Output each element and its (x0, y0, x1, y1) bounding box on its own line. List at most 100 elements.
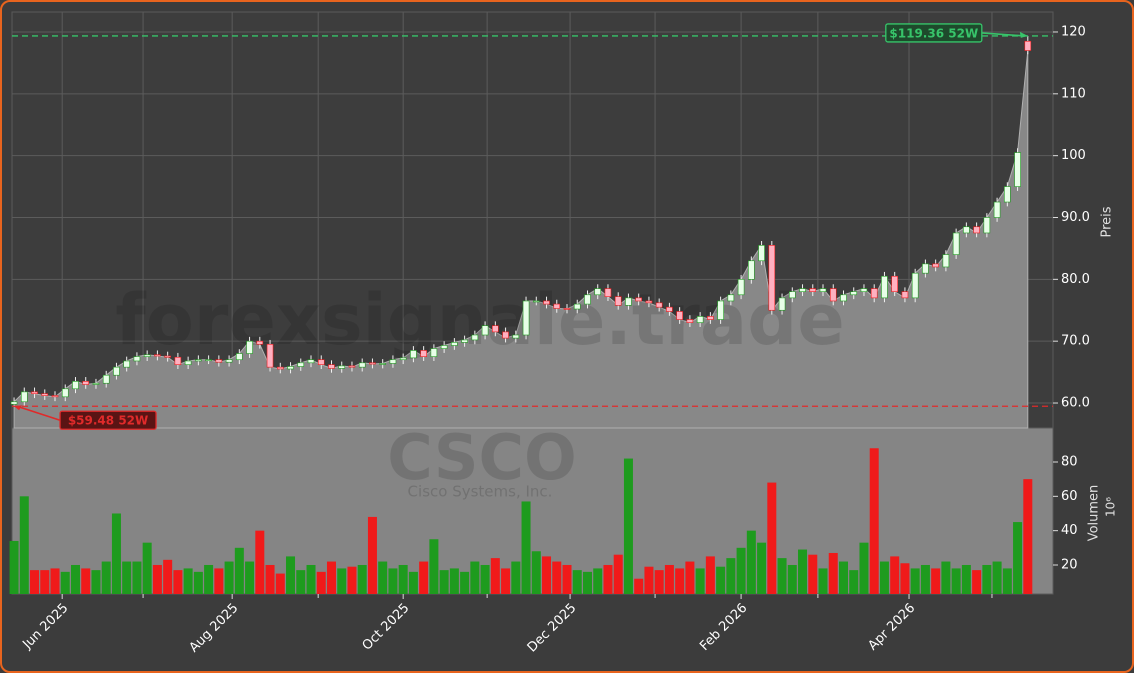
volume-bar (798, 549, 808, 594)
volume-bar (675, 568, 685, 594)
candle-body (461, 339, 468, 343)
candle-body (655, 302, 663, 308)
candle-body (778, 297, 786, 311)
volume-bar (265, 564, 275, 594)
volume-bar (521, 501, 531, 594)
candle-body (522, 300, 530, 336)
candle-body (1004, 186, 1011, 203)
candle-body (666, 306, 673, 312)
candle-body (768, 245, 776, 311)
volume-bar (183, 568, 193, 594)
candle-body (451, 342, 458, 346)
candle-body (676, 311, 683, 320)
candle-body (727, 294, 735, 302)
annotation-box (59, 410, 157, 430)
volume-bar (91, 570, 101, 594)
volume-bar (204, 564, 214, 594)
volume-bar (501, 568, 511, 594)
volume-bar (214, 568, 224, 594)
candle-body (614, 296, 622, 306)
volume-bar (757, 542, 767, 594)
candle-body (348, 365, 356, 368)
y2-tick-label: 20 (1061, 557, 1078, 572)
volume-bar (767, 482, 777, 594)
annotation-label: $59.48 52W (68, 414, 148, 428)
candle-body (553, 303, 561, 309)
volume-bar (480, 564, 490, 594)
volume-bar (296, 570, 306, 594)
candle-body (492, 325, 499, 333)
y-tick-label: 120 (1061, 24, 1086, 39)
company-watermark: Cisco Systems, Inc. (408, 483, 553, 501)
volume-bar (439, 570, 449, 594)
volume-bar (664, 564, 674, 594)
candle-body (911, 272, 919, 299)
volume-bar (19, 496, 29, 594)
candle-body (799, 288, 806, 293)
candle-body (973, 226, 980, 234)
candle-body (840, 294, 847, 302)
volume-bar (787, 564, 797, 594)
candle-body (809, 288, 817, 293)
candle-body (1014, 152, 1021, 187)
candle-body (20, 391, 28, 403)
candle-body (420, 350, 427, 357)
y-tick-label: 90.0 (1061, 210, 1090, 225)
volume-bar (408, 571, 418, 594)
volume-bar (900, 563, 910, 594)
candle-body (215, 359, 223, 363)
annotation-arrowhead (1019, 31, 1028, 38)
candle-body (266, 343, 274, 368)
annotation-arrow (16, 405, 61, 421)
volume-bar (838, 561, 848, 594)
candle-body (532, 300, 540, 303)
candle-body (512, 334, 520, 339)
volume-bar (716, 566, 726, 594)
volume-bar (152, 564, 162, 594)
candle-body (993, 201, 1001, 218)
candle-body (338, 365, 346, 369)
volume-bar (429, 539, 439, 594)
candle-body (696, 316, 704, 323)
candle-body (297, 362, 305, 367)
y-axis-label: Preis (1100, 206, 1115, 237)
candle-body (645, 300, 653, 304)
volume-bar (70, 564, 80, 594)
candle-body (164, 355, 171, 358)
candle-body (154, 354, 161, 357)
candle-body (123, 360, 130, 368)
volume-bar (992, 561, 1002, 594)
y-tick-label: 80.0 (1061, 272, 1090, 287)
candle-body (41, 393, 49, 396)
candle-body (133, 356, 141, 362)
candle-body (502, 331, 509, 339)
candle-body (870, 288, 878, 299)
volume-bar (306, 564, 316, 594)
candle-body (225, 359, 233, 363)
y2-unit: 10⁶ (1104, 497, 1118, 517)
volume-bar (603, 564, 613, 594)
volume-bar (111, 513, 121, 594)
volume-bar (101, 561, 111, 594)
volume-bar (869, 448, 879, 594)
annotation-arrow (981, 32, 1025, 37)
volume-bar (30, 570, 40, 594)
candle-body (686, 319, 694, 323)
volume-bar (9, 540, 19, 594)
candle-body (328, 364, 335, 369)
volume-bar (234, 547, 244, 594)
volume-bar (173, 570, 183, 594)
volume-bar (828, 552, 838, 594)
candle-body (102, 374, 110, 384)
y-tick-label: 70.0 (1061, 334, 1090, 349)
candle-body (707, 316, 714, 320)
candle-body (430, 348, 438, 357)
candle-body (287, 366, 294, 370)
candle-body (891, 275, 898, 293)
volume-bar (726, 558, 736, 594)
candle-body (246, 340, 253, 354)
volume-bar (705, 556, 715, 594)
candle-body (10, 401, 18, 405)
volume-bar (634, 578, 644, 594)
